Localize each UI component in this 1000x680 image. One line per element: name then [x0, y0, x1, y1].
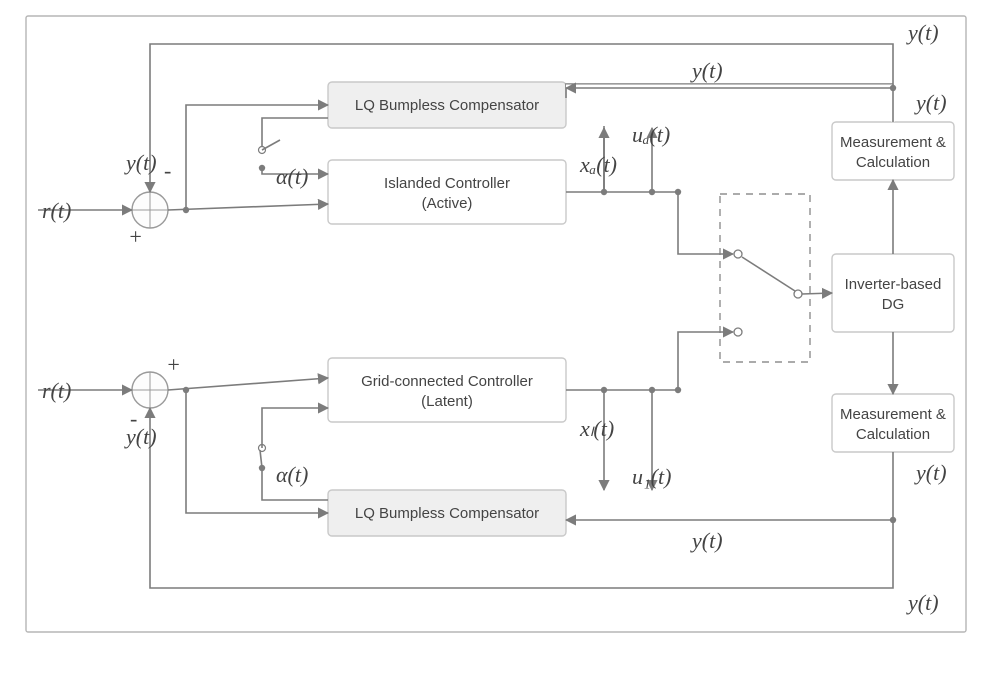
- meas_bot-label1: Measurement &: [840, 406, 946, 423]
- switch-in-bot: [734, 328, 742, 336]
- island-label2: (Active): [422, 195, 473, 212]
- junction-dot: [890, 85, 896, 91]
- label-y_meas_b: y(t): [914, 460, 947, 485]
- label-y_feed_b: y(t): [690, 528, 723, 553]
- lq_top-label1: LQ Bumpless Compensator: [355, 97, 539, 114]
- label-alpha_t: α(t): [276, 164, 308, 189]
- junction-dot: [890, 517, 896, 523]
- sum-top: [132, 192, 168, 228]
- label-y_top_nb: y(t): [124, 150, 157, 175]
- label-minus_t: -: [164, 158, 171, 183]
- lq_top-block: LQ Bumpless Compensator: [328, 82, 566, 128]
- label-alpha_b: α(t): [276, 462, 308, 487]
- label-y_bot_nb: y(t): [124, 424, 157, 449]
- grid-label2: (Latent): [421, 393, 473, 410]
- island-label1: Islanded Controller: [384, 175, 510, 192]
- junction-dot: [183, 387, 189, 393]
- grid-block: Grid-connected Controller (Latent): [328, 358, 566, 422]
- label-y_meas_t: y(t): [914, 90, 947, 115]
- label-y_outer_b: y(t): [906, 590, 939, 615]
- switch-in-top: [734, 250, 742, 258]
- island-block: Islanded Controller (Active): [328, 160, 566, 224]
- lq_bot-label1: LQ Bumpless Compensator: [355, 505, 539, 522]
- inv-label2: DG: [882, 296, 905, 313]
- inv-block: Inverter-based DG: [832, 254, 954, 332]
- junction-dot: [601, 189, 607, 195]
- switch-to-inv: [802, 293, 832, 294]
- sum-bot: [132, 372, 168, 408]
- lq_bot-block: LQ Bumpless Compensator: [328, 490, 566, 536]
- meas_top-block: Measurement & Calculation: [832, 122, 954, 180]
- junction-dot: [601, 387, 607, 393]
- junction-dot: [675, 387, 681, 393]
- label-xl: xₗ(t): [579, 416, 614, 441]
- label-plus_b: +: [166, 352, 181, 377]
- label-ua: uₐ(t): [632, 122, 670, 147]
- label-r_top: r(t): [42, 198, 71, 223]
- label-y_feed_t: y(t): [690, 58, 723, 83]
- meas_bot-label2: Calculation: [856, 426, 930, 443]
- meas_top-label2: Calculation: [856, 154, 930, 171]
- junction-dot: [649, 387, 655, 393]
- grid-label1: Grid-connected Controller: [361, 373, 533, 390]
- junction-dot: [183, 207, 189, 213]
- meas_top-label1: Measurement &: [840, 134, 946, 151]
- meas_bot-block: Measurement & Calculation: [832, 394, 954, 452]
- inv-label1: Inverter-based: [845, 276, 942, 293]
- label-xa: xₐ(t): [579, 152, 617, 177]
- label-r_bot: r(t): [42, 378, 71, 403]
- switch-out: [794, 290, 802, 298]
- junction-dot: [649, 189, 655, 195]
- label-y_outer_t: y(t): [906, 20, 939, 45]
- label-plus_t: +: [128, 224, 143, 249]
- label-u1: u₁(t): [632, 464, 671, 489]
- label-minus_b: -: [130, 406, 137, 431]
- junction-dot: [675, 189, 681, 195]
